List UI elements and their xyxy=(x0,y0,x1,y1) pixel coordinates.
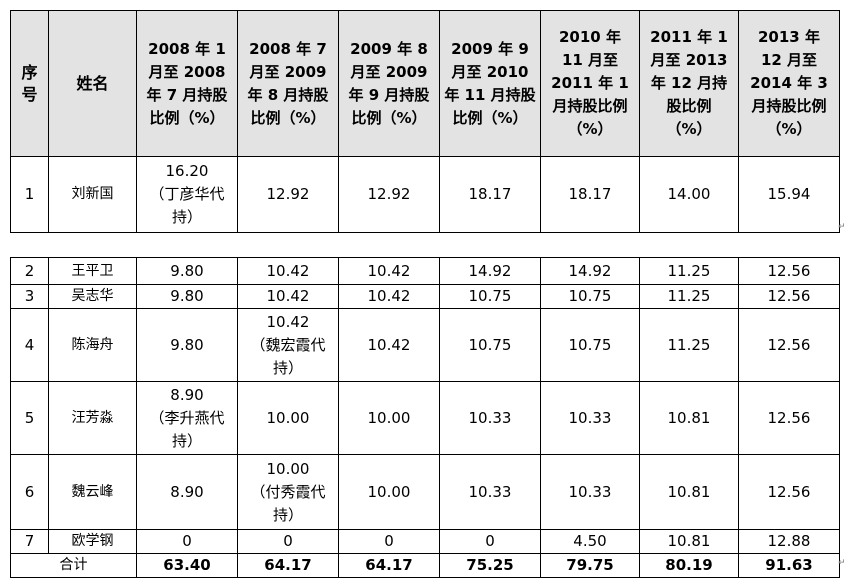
row-value: 10.42 xyxy=(237,284,339,309)
row-value: 0 xyxy=(237,529,339,554)
row-value: 9.80 xyxy=(136,284,238,309)
row-value: 10.81 xyxy=(639,529,739,554)
row-value: 18.17 xyxy=(540,156,640,233)
row-seq: 7 xyxy=(10,529,49,554)
total-value: 63.40 xyxy=(136,553,238,578)
row-value: 16.20 （丁彦华代持） xyxy=(136,156,238,233)
total-value: 75.25 xyxy=(439,553,541,578)
table-row: 5 汪芳淼 8.90 （李升燕代持） 10.00 10.00 10.33 10.3… xyxy=(10,381,840,455)
row-value: 10.42 （魏宏霞代持） xyxy=(237,308,339,382)
total-row: 合计 63.40 64.17 64.17 75.25 79.75 80.19 9… xyxy=(10,553,840,578)
row-value: 12.56 xyxy=(738,257,840,285)
table-row: 4 陈海舟 9.80 10.42 （魏宏霞代持） 10.42 10.75 10.7… xyxy=(10,308,840,382)
table-row: 1 刘新国 16.20 （丁彦华代持） 12.92 12.92 18.17 18.… xyxy=(10,156,840,233)
total-value: 80.19 xyxy=(639,553,739,578)
total-value: 64.17 xyxy=(338,553,440,578)
row-value: 14.92 xyxy=(540,257,640,285)
total-value: 64.17 xyxy=(237,553,339,578)
row-value: 10.81 xyxy=(639,381,739,455)
row-value: 12.88 xyxy=(738,529,840,554)
table-row: 3 吴志华 9.80 10.42 10.42 10.75 10.75 11.25… xyxy=(10,284,840,309)
total-value: 91.63 xyxy=(738,553,840,578)
row-value: 14.92 xyxy=(439,257,541,285)
row-value: 10.00 xyxy=(237,381,339,455)
row-value: 11.25 xyxy=(639,257,739,285)
table-row: 6 魏云峰 8.90 10.00 （付秀霞代持） 10.00 10.33 10.3… xyxy=(10,454,840,530)
row-value: 12.92 xyxy=(338,156,440,233)
row-value: 4.50 xyxy=(540,529,640,554)
row-value: 10.33 xyxy=(540,454,640,530)
row-value: 9.80 xyxy=(136,308,238,382)
row-value: 10.75 xyxy=(439,284,541,309)
row-value: 8.90 xyxy=(136,454,238,530)
row-seq: 4 xyxy=(10,308,49,382)
row-value: 8.90 （李升燕代持） xyxy=(136,381,238,455)
row-name: 魏云峰 xyxy=(48,454,137,530)
row-name: 陈海舟 xyxy=(48,308,137,382)
row-value: 10.75 xyxy=(540,284,640,309)
row-value: 10.00 （付秀霞代持） xyxy=(237,454,339,530)
row-value: 10.33 xyxy=(439,454,541,530)
table-row: 7 欧学钢 0 0 0 0 4.50 10.81 12.88 xyxy=(10,529,840,554)
row-seq: 5 xyxy=(10,381,49,455)
row-value: 10.00 xyxy=(338,454,440,530)
row-value: 10.75 xyxy=(439,308,541,382)
row-name: 欧学钢 xyxy=(48,529,137,554)
row-seq: 3 xyxy=(10,284,49,309)
row-value: 10.33 xyxy=(439,381,541,455)
total-label: 合计 xyxy=(10,553,137,578)
row-value: 9.80 xyxy=(136,257,238,285)
row-value: 10.42 xyxy=(338,308,440,382)
row-value: 10.00 xyxy=(338,381,440,455)
row-value: 10.33 xyxy=(540,381,640,455)
row-value: 12.56 xyxy=(738,381,840,455)
header-period-5: 2010 年 11 月至 2011 年 1 月持股比例（%） xyxy=(540,10,640,157)
row-value: 18.17 xyxy=(439,156,541,233)
row-value: 0 xyxy=(338,529,440,554)
row-value: 10.42 xyxy=(237,257,339,285)
paragraph-mark-icon: ↵ xyxy=(838,558,846,568)
row-name: 王平卫 xyxy=(48,257,137,285)
header-period-6: 2011 年 1 月至 2013 年 12 月持股比例（%） xyxy=(639,10,739,157)
row-value: 10.75 xyxy=(540,308,640,382)
row-value: 11.25 xyxy=(639,284,739,309)
row-value: 10.81 xyxy=(639,454,739,530)
row-name: 吴志华 xyxy=(48,284,137,309)
row-value: 12.56 xyxy=(738,284,840,309)
row-value: 12.92 xyxy=(237,156,339,233)
row-name: 汪芳淼 xyxy=(48,381,137,455)
header-period-1: 2008 年 1 月至 2008 年 7 月持股比例（%） xyxy=(136,10,238,157)
row-seq: 2 xyxy=(10,257,49,285)
row-value: 14.00 xyxy=(639,156,739,233)
row-value: 0 xyxy=(136,529,238,554)
row-seq: 6 xyxy=(10,454,49,530)
header-name: 姓名 xyxy=(48,10,137,157)
header-seq: 序号 xyxy=(10,10,49,157)
total-value: 79.75 xyxy=(540,553,640,578)
row-value: 11.25 xyxy=(639,308,739,382)
header-row: 序号 姓名 2008 年 1 月至 2008 年 7 月持股比例（%） 2008… xyxy=(10,10,840,157)
row-value: 0 xyxy=(439,529,541,554)
shareholding-table-part-2: 2 王平卫 9.80 10.42 10.42 14.92 14.92 11.25… xyxy=(10,257,840,578)
header-period-2: 2008 年 7 月至 2009 年 8 月持股比例（%） xyxy=(237,10,339,157)
header-period-3: 2009 年 8 月至 2009 年 9 月持股比例（%） xyxy=(338,10,440,157)
row-value: 15.94 xyxy=(738,156,840,233)
header-period-7: 2013 年 12 月至 2014 年 3 月持股比例（%） xyxy=(738,10,840,157)
paragraph-mark-icon: ↵ xyxy=(838,222,846,232)
row-value: 10.42 xyxy=(338,284,440,309)
row-value: 12.56 xyxy=(738,308,840,382)
row-value: 12.56 xyxy=(738,454,840,530)
row-seq: 1 xyxy=(10,156,49,233)
row-value: 10.42 xyxy=(338,257,440,285)
header-period-4: 2009 年 9 月至 2010 年 11 月持股比例（%） xyxy=(439,10,541,157)
row-name: 刘新国 xyxy=(48,156,137,233)
table-row: 2 王平卫 9.80 10.42 10.42 14.92 14.92 11.25… xyxy=(10,257,840,285)
shareholding-table-part-1: 序号 姓名 2008 年 1 月至 2008 年 7 月持股比例（%） 2008… xyxy=(10,10,840,233)
